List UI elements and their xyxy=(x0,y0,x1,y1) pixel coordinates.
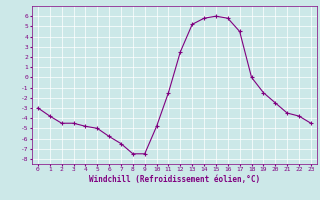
X-axis label: Windchill (Refroidissement éolien,°C): Windchill (Refroidissement éolien,°C) xyxy=(89,175,260,184)
